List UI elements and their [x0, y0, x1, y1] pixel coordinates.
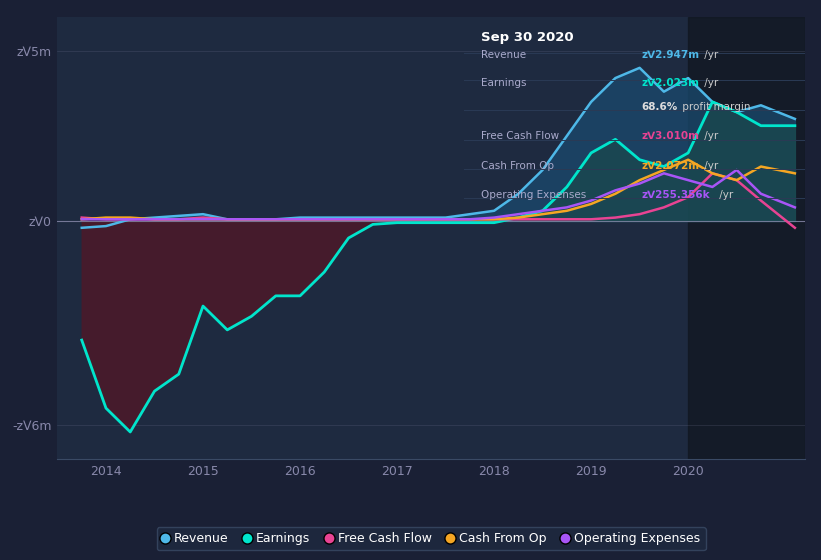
Text: Sep 30 2020: Sep 30 2020	[481, 31, 574, 44]
Text: Cash From Op: Cash From Op	[481, 161, 554, 171]
Text: Earnings: Earnings	[481, 78, 526, 88]
Text: zᐯ2.947m: zᐯ2.947m	[641, 50, 699, 60]
Text: zᐯ2.072m: zᐯ2.072m	[641, 161, 699, 171]
Text: /yr: /yr	[716, 190, 733, 200]
Text: /yr: /yr	[701, 78, 718, 88]
Text: zᐯ255.356k: zᐯ255.356k	[641, 190, 709, 200]
Text: profit margin: profit margin	[678, 102, 750, 112]
Text: zᐯ2.023m: zᐯ2.023m	[641, 78, 699, 88]
Text: /yr: /yr	[701, 50, 718, 60]
Text: Operating Expenses: Operating Expenses	[481, 190, 586, 200]
Text: Revenue: Revenue	[481, 50, 526, 60]
Text: /yr: /yr	[701, 161, 718, 171]
Bar	[688, 17, 805, 459]
Text: /yr: /yr	[701, 131, 718, 141]
Text: Free Cash Flow: Free Cash Flow	[481, 131, 559, 141]
Text: zᐯ3.010m: zᐯ3.010m	[641, 131, 699, 141]
Legend: Revenue, Earnings, Free Cash Flow, Cash From Op, Operating Expenses: Revenue, Earnings, Free Cash Flow, Cash …	[157, 528, 705, 550]
Text: 68.6%: 68.6%	[641, 102, 677, 112]
